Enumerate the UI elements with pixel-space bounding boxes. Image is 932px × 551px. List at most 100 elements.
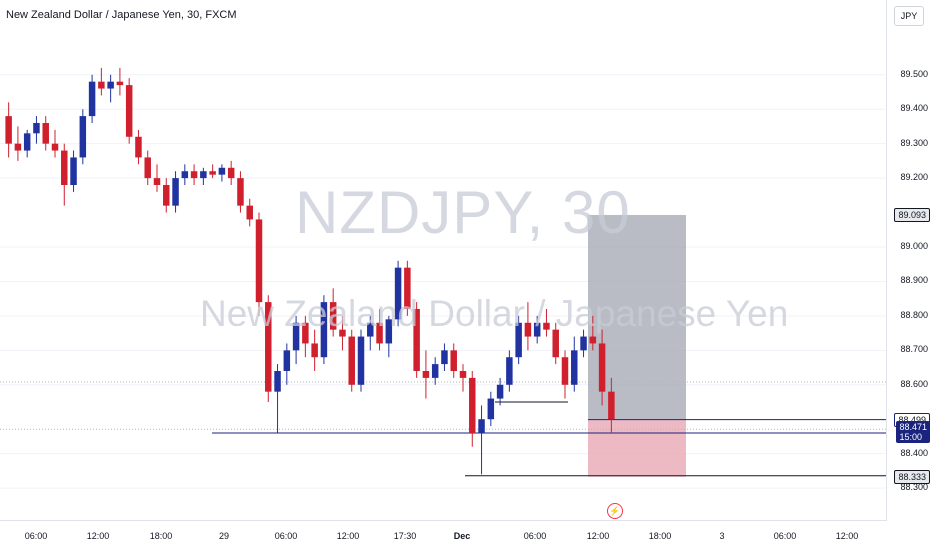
- time-tick-label: 29: [218, 531, 230, 541]
- candle-body: [23, 133, 31, 151]
- candle-body: [431, 364, 439, 378]
- time-tick-label: 12:00: [86, 531, 110, 541]
- candle-body: [598, 343, 606, 392]
- price-tick-label: 88.900: [900, 275, 928, 286]
- description-watermark: New Zealand Dollar / Japanese Yen: [200, 293, 789, 334]
- candle-body: [237, 178, 244, 206]
- candle-body: [51, 143, 59, 151]
- time-tick-label: 18:00: [149, 531, 173, 541]
- price-tick-label: 88.800: [900, 309, 928, 320]
- candle-body: [348, 336, 355, 385]
- candle-body: [116, 81, 124, 86]
- bar-countdown: 15:00: [899, 432, 922, 443]
- time-axis[interactable]: [0, 520, 887, 551]
- price-tick-label: 89.000: [900, 241, 928, 251]
- candle-body: [14, 143, 22, 151]
- candle-body: [478, 419, 485, 433]
- symbol-watermark: NZDJPY, 30: [295, 179, 631, 246]
- candle-body: [571, 350, 578, 385]
- candle-body: [311, 343, 318, 358]
- candle-body: [367, 322, 374, 337]
- time-tick-label: 3: [719, 531, 725, 541]
- candle-body: [450, 350, 457, 371]
- candle-body: [320, 302, 328, 358]
- candle-body: [552, 329, 559, 358]
- current-price-tag: 88.471 15:00: [896, 421, 930, 444]
- time-tick-label: 06:00: [773, 531, 797, 541]
- price-tick-label: 89.200: [900, 172, 928, 183]
- lightning-icon[interactable]: ⚡: [607, 503, 623, 519]
- currency-button[interactable]: JPY: [894, 6, 924, 26]
- candle-body: [339, 329, 346, 337]
- candle-body: [42, 123, 49, 144]
- chart-title: New Zealand Dollar / Japanese Yen, 30, F…: [6, 9, 237, 21]
- candle-body: [209, 171, 216, 175]
- price-plot[interactable]: [0, 0, 887, 520]
- candle-body: [265, 302, 272, 392]
- candle-body: [172, 178, 179, 206]
- time-tick-label: 06:00: [24, 531, 48, 541]
- price-tick-label: 89.300: [900, 137, 928, 148]
- candle-body: [153, 178, 161, 185]
- candle-body: [561, 357, 569, 385]
- stop-zone: [588, 419, 686, 477]
- candle-body: [88, 81, 96, 117]
- time-tick-label: 17:30: [393, 531, 417, 541]
- time-tick-label: 06:00: [523, 531, 547, 541]
- candle-body: [302, 322, 309, 344]
- candle-body: [515, 322, 522, 358]
- time-tick-label: 06:00: [274, 531, 298, 541]
- price-tick-label: 88.600: [900, 378, 928, 389]
- time-tick-label: Dec: [453, 531, 471, 541]
- candle-body: [469, 377, 476, 433]
- candle-body: [608, 391, 615, 420]
- candle-body: [496, 384, 504, 399]
- candle-body: [79, 116, 87, 158]
- candle-body: [524, 322, 532, 337]
- candle-body: [292, 322, 300, 351]
- target-price-tag: 89.093: [894, 207, 930, 222]
- candle-body: [413, 309, 420, 371]
- candle-body: [274, 371, 281, 392]
- candle-body: [163, 185, 170, 206]
- candle-body: [533, 322, 541, 337]
- candle-body: [394, 267, 402, 320]
- candle-body: [98, 81, 105, 89]
- candle-body: [580, 336, 587, 351]
- candle-body: [181, 171, 189, 179]
- candle-body: [255, 219, 263, 303]
- candle-body: [357, 336, 365, 385]
- candle-body: [190, 171, 198, 179]
- candle-body: [70, 157, 77, 185]
- current-price-value: 88.471: [899, 422, 927, 433]
- candle-body: [33, 123, 40, 134]
- candle-body: [422, 371, 430, 378]
- candle-body: [227, 167, 235, 179]
- price-tick-label: 88.700: [900, 344, 928, 355]
- candle-body: [404, 267, 411, 309]
- time-tick-label: 18:00: [648, 531, 672, 541]
- time-tick-label: 12:00: [835, 531, 859, 541]
- candle-body: [543, 322, 550, 330]
- price-tick-label: 88.400: [900, 447, 928, 458]
- candle-body: [459, 371, 467, 378]
- candle-body: [506, 357, 513, 385]
- price-tick-label: 88.300: [900, 482, 928, 493]
- candle-body: [246, 205, 253, 220]
- candle-body: [107, 81, 114, 89]
- candle-body: [61, 150, 68, 185]
- candle-body: [329, 302, 337, 330]
- stop-price-tag: 88.333: [894, 469, 930, 484]
- candle-body: [144, 157, 151, 179]
- candle-body: [125, 85, 133, 137]
- candle-body: [385, 319, 393, 344]
- candle-body: [218, 167, 226, 175]
- price-tick-label: 89.400: [900, 103, 928, 114]
- candle-body: [487, 398, 495, 420]
- candle-body: [283, 350, 291, 371]
- candle-body: [200, 171, 207, 179]
- price-tick-label: 89.500: [900, 68, 928, 79]
- candle-body: [135, 136, 142, 158]
- candle-body: [441, 350, 448, 365]
